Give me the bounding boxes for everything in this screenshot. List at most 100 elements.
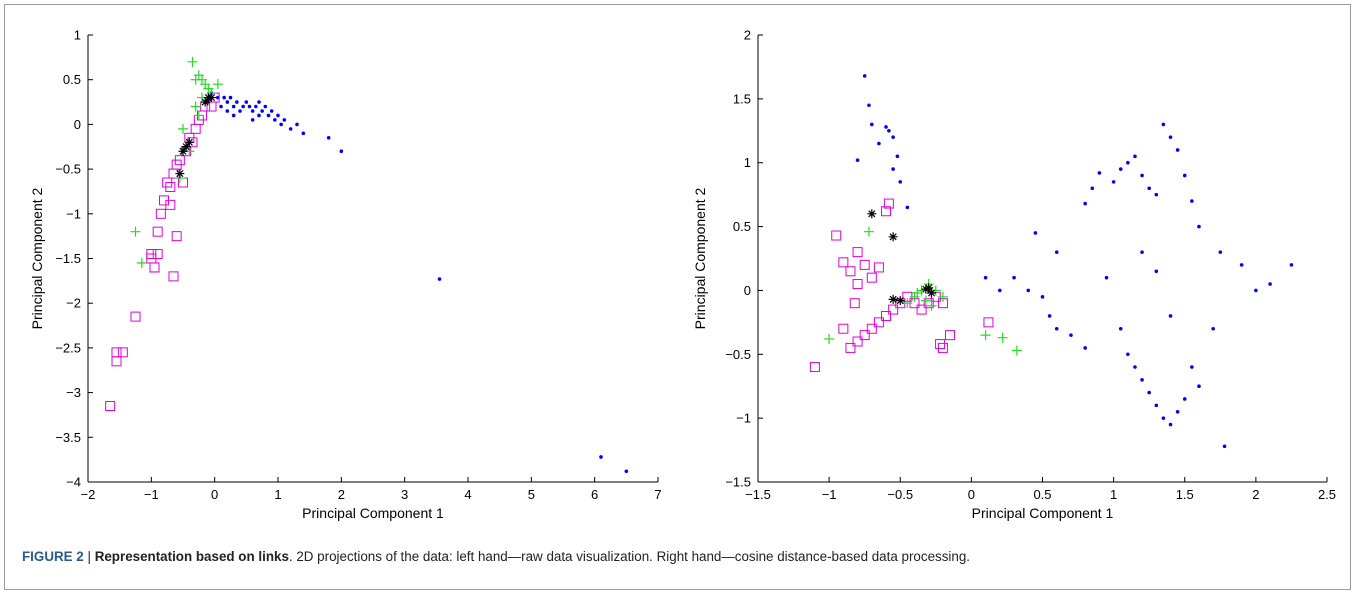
figure-frame (4, 4, 1351, 590)
data-point-square (852, 336, 863, 347)
data-point-dot (1054, 250, 1059, 254)
data-point-plus (178, 123, 188, 134)
data-point-dot (1154, 403, 1159, 408)
data-point-dot (1218, 250, 1223, 254)
data-point-plus (1011, 345, 1022, 356)
data-point-dot (1140, 173, 1144, 178)
x-tick-label: 4 (464, 487, 471, 502)
data-point-dot (1012, 275, 1016, 280)
caption-separator: | (83, 549, 95, 564)
data-point-dot (1190, 365, 1194, 369)
y-tick-label: 2 (744, 28, 751, 43)
data-point-dot (1168, 135, 1173, 139)
data-point-square (165, 181, 176, 192)
data-point-star (895, 296, 905, 306)
data-point-plus (912, 287, 923, 298)
data-point-star (200, 97, 210, 107)
data-point-dot (1126, 160, 1130, 165)
data-point-dot (288, 127, 293, 131)
data-point-square (866, 323, 877, 334)
series-dot (855, 74, 1294, 449)
data-point-dot (983, 275, 988, 280)
data-point-plus (997, 332, 1008, 343)
data-point-dot (1147, 390, 1151, 395)
data-point-plus (926, 300, 937, 311)
data-point-square (152, 226, 163, 237)
data-point-square (190, 123, 201, 134)
y-axis-label: Principal Component 2 (692, 187, 708, 329)
data-point-dot (231, 113, 236, 118)
data-point-plus (920, 295, 931, 306)
data-point-dot (1140, 250, 1144, 254)
data-point-dot (437, 277, 442, 281)
data-point-square (883, 198, 894, 209)
data-point-dot (1175, 409, 1180, 414)
data-point-square (859, 330, 870, 341)
x-axis-label: Principal Component 1 (972, 505, 1114, 521)
data-point-dot (1182, 173, 1187, 178)
data-point-dot (855, 158, 860, 162)
data-point-dot (1254, 288, 1258, 293)
data-point-dot (1118, 326, 1123, 331)
figure-caption: FIGURE 2 | Representation based on links… (22, 549, 1342, 564)
data-point-square (838, 323, 849, 334)
y-tick-label: −3 (66, 385, 81, 400)
data-point-dot (998, 288, 1002, 293)
data-point-dot (295, 122, 299, 127)
y-tick-label: 0 (744, 283, 751, 298)
x-tick-label: 6 (591, 487, 598, 502)
y-tick-label: 0 (74, 117, 81, 132)
data-point-square (866, 272, 877, 283)
data-point-dot (250, 109, 255, 113)
data-point-dot (1289, 263, 1294, 267)
series-plus (130, 56, 223, 268)
y-tick-label: −1.5 (55, 251, 81, 266)
series-star (867, 209, 937, 306)
data-point-star (178, 146, 188, 156)
data-point-dot (225, 100, 230, 104)
data-point-dot (228, 95, 233, 100)
data-point-dot (891, 167, 895, 171)
figure-label: FIGURE 2 (22, 549, 84, 564)
data-point-dot (1083, 346, 1087, 350)
data-point-square (983, 317, 994, 328)
data-point-plus (937, 291, 948, 302)
data-point-dot (1197, 224, 1201, 229)
data-point-plus (902, 298, 913, 309)
data-point-square (117, 347, 128, 358)
data-point-square (923, 298, 934, 309)
data-point-dot (887, 128, 891, 133)
data-point-dot (301, 131, 306, 136)
y-tick-label: −1.5 (725, 475, 751, 490)
data-point-dot (339, 149, 344, 154)
data-point-square (916, 304, 927, 315)
data-point-dot (1054, 326, 1059, 331)
data-point-dot (1161, 122, 1166, 127)
x-tick-label: 7 (654, 487, 661, 502)
data-point-star (927, 288, 937, 298)
y-tick-label: 1 (74, 28, 81, 43)
data-point-plus (190, 101, 201, 112)
series-square (809, 198, 994, 373)
data-point-square (859, 259, 870, 270)
data-point-dot (898, 180, 903, 184)
data-point-star (888, 232, 898, 242)
x-axis-label: Principal Component 1 (302, 505, 444, 521)
data-point-plus (824, 333, 835, 344)
data-point-dot (1154, 192, 1159, 197)
y-tick-label: −3.5 (55, 430, 81, 445)
data-point-square (881, 310, 892, 321)
data-point-square (149, 262, 160, 273)
x-tick-label: 1 (274, 487, 281, 502)
data-point-dot (326, 136, 331, 140)
data-point-star (181, 142, 191, 152)
data-point-plus (136, 257, 147, 268)
x-tick-label: 1.5 (1176, 487, 1194, 502)
data-point-square (937, 342, 948, 353)
data-point-square (152, 249, 163, 260)
data-point-dot (1147, 186, 1151, 191)
data-point-dot (1069, 333, 1073, 337)
data-point-dot (1175, 148, 1180, 152)
data-point-square (809, 362, 820, 373)
data-point-square (111, 347, 122, 358)
